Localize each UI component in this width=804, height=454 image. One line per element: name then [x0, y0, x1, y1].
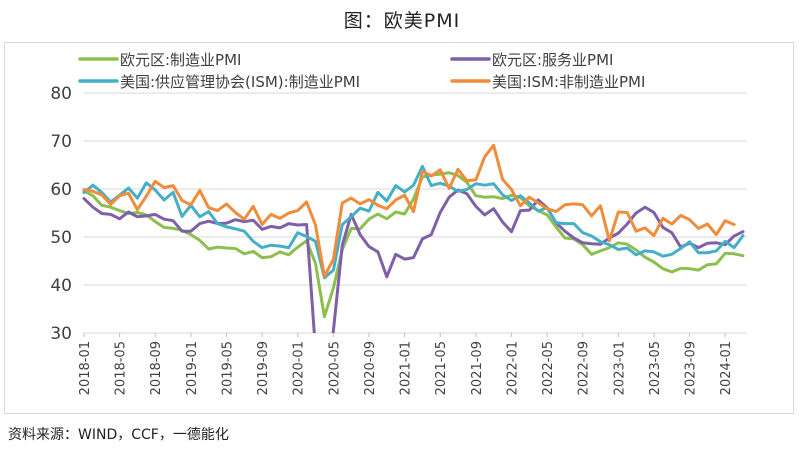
x-tick-label: 2019-01	[185, 341, 200, 395]
x-tick-label: 2022-09	[577, 341, 592, 395]
x-tick-label: 2024-01	[719, 341, 734, 395]
chart-frame	[4, 42, 794, 414]
x-tick-label: 2023-09	[684, 341, 699, 395]
y-tick-label: 30	[50, 324, 72, 344]
x-tick-label: 2020-01	[292, 341, 307, 395]
source-note: 资料来源：WIND，CCF，一德能化	[8, 427, 229, 443]
x-tick-label: 2023-01	[612, 341, 627, 395]
series-line-1	[82, 171, 745, 319]
x-tick-label: 2023-05	[648, 341, 663, 395]
x-tick-label: 2021-09	[470, 341, 485, 395]
legend-item-2: 欧元区:服务业PMI	[450, 51, 613, 69]
chart-title: 图：欧美PMI	[343, 10, 461, 32]
x-tick-label: 2021-01	[399, 341, 414, 395]
y-tick-label: 40	[50, 276, 72, 296]
x-tick-label: 2018-09	[149, 341, 164, 395]
legend-label: 欧元区:制造业PMI	[120, 51, 241, 69]
legend-item-1: 欧元区:制造业PMI	[78, 51, 241, 69]
x-tick-label: 2018-01	[78, 341, 93, 395]
x-tick-label: 2019-09	[256, 341, 271, 395]
x-tick-label: 2021-05	[434, 341, 449, 395]
series-line-3	[82, 164, 745, 280]
y-tick-label: 60	[50, 180, 72, 200]
x-tick-label: 2019-05	[220, 341, 235, 395]
legend-label: 美国:ISM:非制造业PMI	[492, 73, 645, 91]
legend-item-4: 美国:ISM:非制造业PMI	[450, 73, 645, 91]
legend-label: 美国:供应管理协会(ISM):制造业PMI	[120, 73, 360, 91]
x-tick-label: 2020-05	[327, 341, 342, 395]
legend-item-3: 美国:供应管理协会(ISM):制造业PMI	[78, 73, 360, 91]
y-tick-label: 70	[50, 132, 72, 152]
series-line-4	[82, 143, 736, 278]
x-tick-label: 2018-05	[114, 341, 129, 395]
x-tick-label: 2022-01	[505, 341, 520, 395]
legend-label: 欧元区:服务业PMI	[492, 51, 613, 69]
y-tick-label: 80	[50, 84, 72, 104]
y-tick-label: 50	[50, 228, 72, 248]
series-line-2	[82, 188, 745, 333]
x-tick-label: 2020-09	[363, 341, 378, 395]
x-tick-label: 2022-05	[541, 341, 556, 395]
